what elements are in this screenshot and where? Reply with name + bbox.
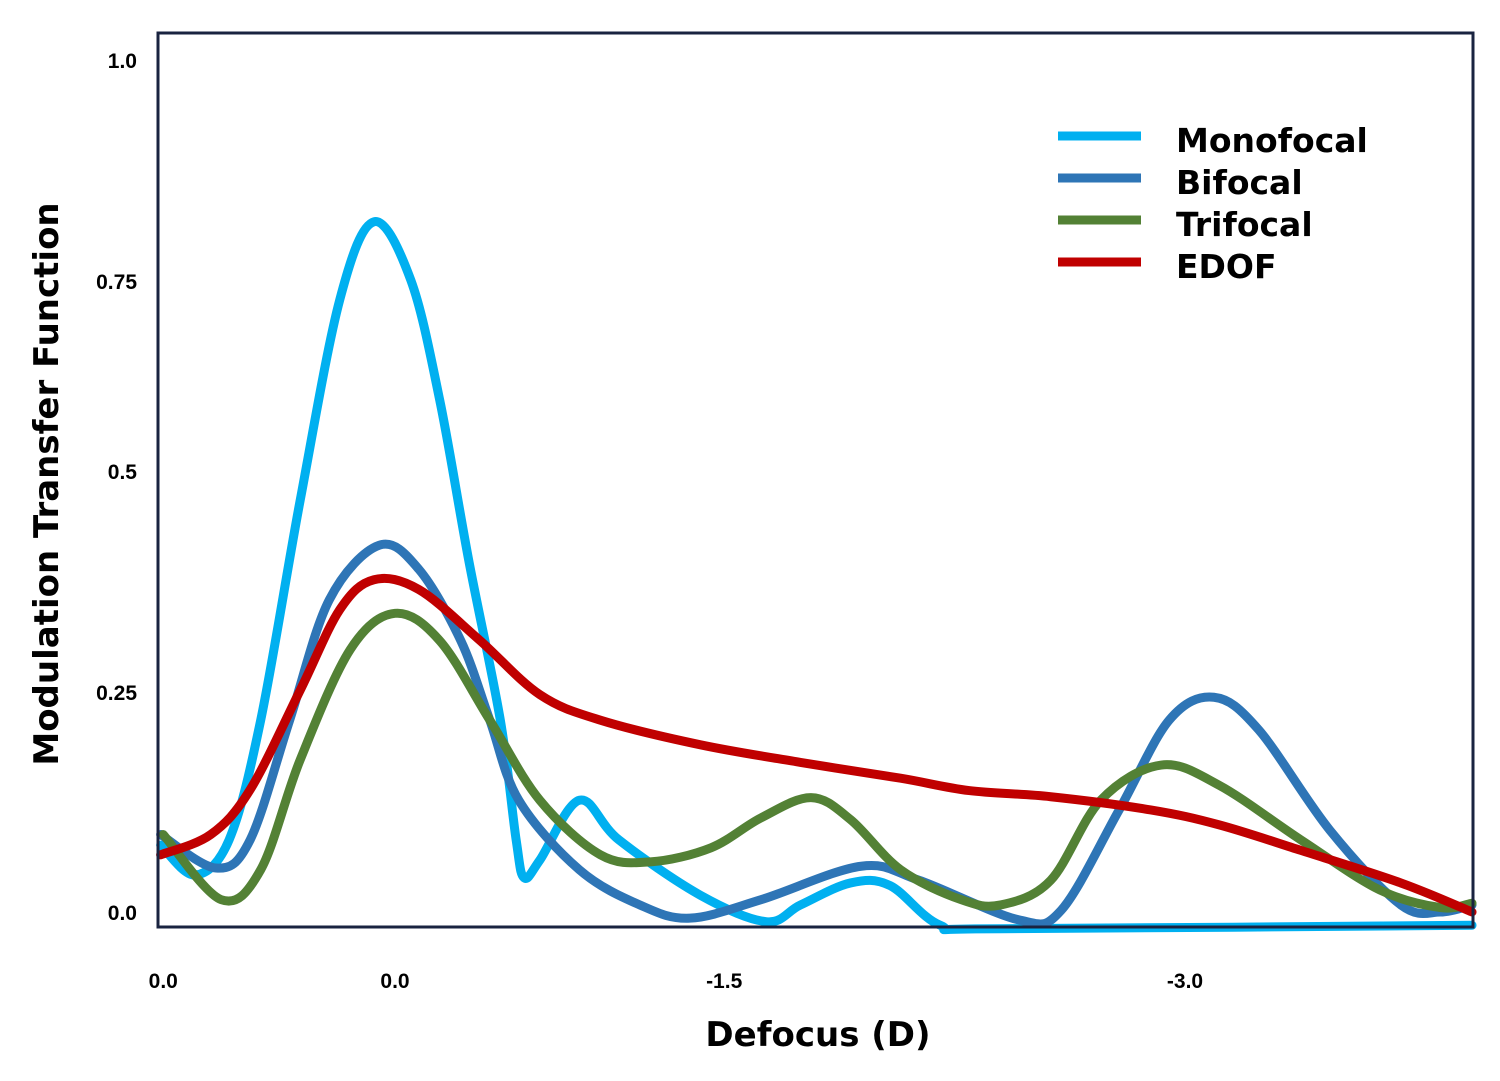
y-tick-label: 0.0 <box>108 902 137 925</box>
x-tick-label: 0.0 <box>380 970 409 993</box>
y-axis-title: Modulation Transfer Function <box>27 202 67 765</box>
legend-label-edof: EDOF <box>1176 247 1277 286</box>
x-axis-title: Defocus (D) <box>705 1015 930 1055</box>
y-tick-label: 0.25 <box>96 682 137 705</box>
legend-label-bifocal: Bifocal <box>1176 163 1303 202</box>
x-tick-label: -1.5 <box>706 970 743 993</box>
y-tick-label: 0.5 <box>108 461 138 484</box>
legend-label-monofocal: Monofocal <box>1176 121 1368 160</box>
x-tick-label: -3.0 <box>1167 970 1203 993</box>
legend-label-trifocal: Trifocal <box>1176 205 1313 244</box>
y-tick-label: 0.75 <box>96 271 137 294</box>
y-tick-labels: 1.0 0.75 0.5 0.25 0.0 <box>96 50 137 925</box>
series-line-bifocal <box>156 539 1477 929</box>
series-line-edof <box>156 573 1477 917</box>
series-line-trifocal <box>158 608 1477 913</box>
y-tick-label: 1.0 <box>108 50 137 73</box>
x-tick-label: 0.0 <box>149 970 178 993</box>
x-tick-labels: 0.0 0.0 -1.5 -3.0 <box>149 970 1203 993</box>
series-lines <box>156 217 1477 935</box>
plot-frame <box>156 31 1475 929</box>
series-line-monofocal <box>156 217 1477 935</box>
